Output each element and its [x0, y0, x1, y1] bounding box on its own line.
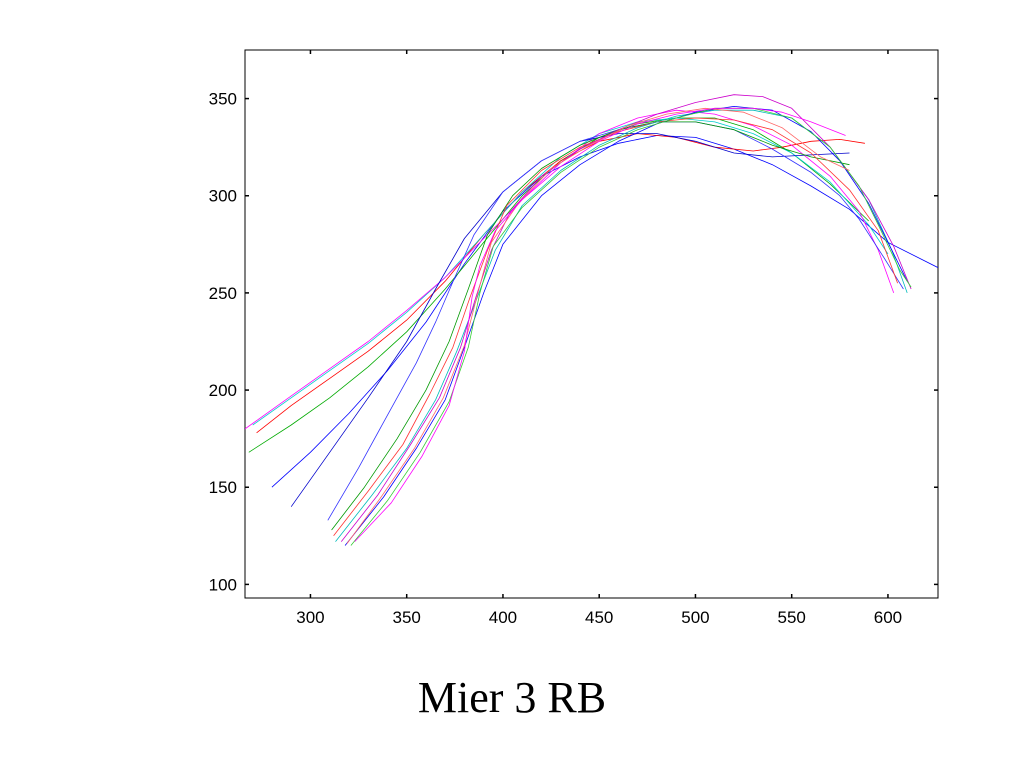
y-tick-label: 150: [209, 478, 237, 497]
series-line-7: [327, 121, 904, 521]
series-line-3: [256, 133, 865, 434]
y-tick-label: 100: [209, 575, 237, 594]
x-tick-label: 550: [778, 608, 806, 627]
x-tick-label: 400: [489, 608, 517, 627]
series-line-1: [271, 135, 938, 488]
plot-frame: [244, 49, 939, 599]
series-layer: [245, 94, 938, 546]
x-tick-label: 450: [585, 608, 613, 627]
series-line-12: [344, 106, 908, 546]
x-tick-label: 500: [681, 608, 709, 627]
slide-caption: Mier 3 RB: [417, 673, 607, 722]
y-tick-label: 300: [209, 187, 237, 206]
series-line-13: [350, 107, 912, 546]
x-tick-label: 600: [874, 608, 902, 627]
series-line-6: [290, 133, 850, 507]
y-tick-label: 200: [209, 381, 237, 400]
series-line-15: [354, 107, 846, 542]
tick-layer: 300 350 400 450 500 550 600 100 150 200 250 300 350: [209, 50, 938, 627]
series-line-10: [335, 109, 908, 542]
y-tick-label: 250: [209, 284, 237, 303]
series-line-5: [245, 109, 895, 430]
x-tick-label: 350: [393, 608, 421, 627]
series-line-11: [340, 94, 912, 542]
y-tick-label: 350: [209, 90, 237, 109]
series-line-9: [333, 117, 898, 537]
series-line-8: [331, 121, 850, 531]
x-tick-label: 300: [296, 608, 324, 627]
series-line-14: [346, 107, 850, 544]
